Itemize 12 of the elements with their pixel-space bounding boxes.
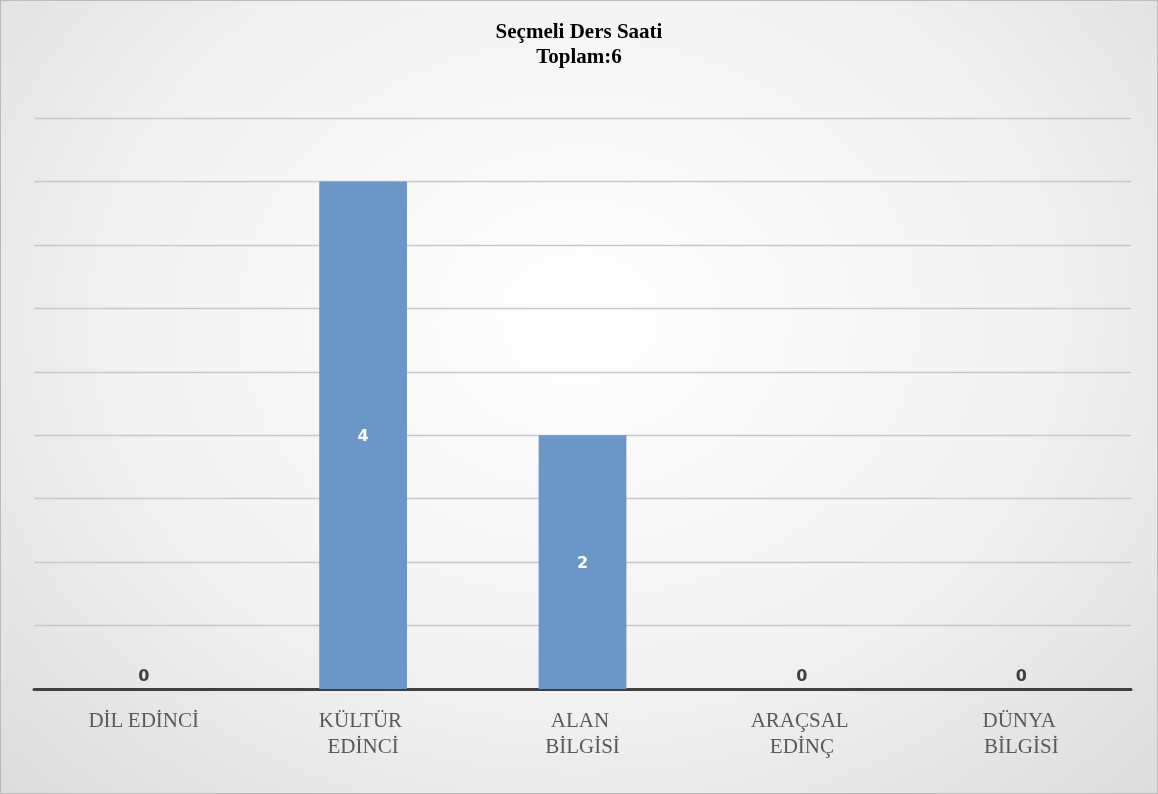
x-tick-label: ARAÇSAL EDİNÇ — [750, 708, 854, 758]
chart-title: Seçmeli Ders Saati — [495, 18, 663, 43]
data-label: 0 — [138, 665, 150, 685]
x-tick-label: DİL EDİNCİ — [88, 708, 200, 732]
chart-subtitle: Toplam:6 — [536, 43, 622, 68]
x-tick-label: DÜNYA BİLGİSİ — [982, 708, 1061, 758]
data-label: 0 — [1015, 665, 1027, 685]
x-tick-label: KÜLTÜR EDİNCİ — [318, 708, 408, 758]
x-tick-label: ALAN BİLGİSİ — [545, 708, 620, 758]
data-label: 4 — [357, 425, 369, 445]
data-label: 2 — [576, 552, 589, 572]
data-label: 0 — [796, 665, 808, 685]
